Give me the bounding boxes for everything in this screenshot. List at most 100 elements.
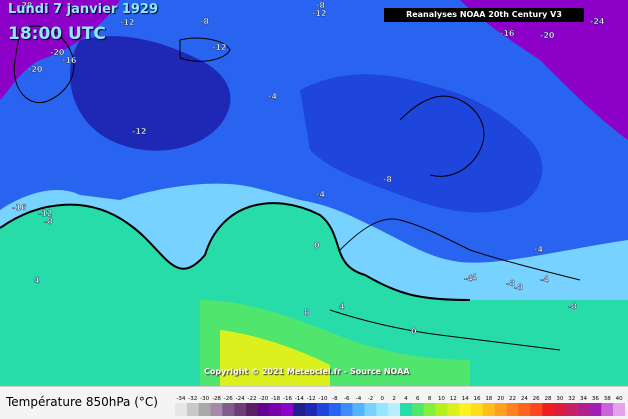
contour-label: -12 xyxy=(312,9,326,18)
scale-tick-label: 8 xyxy=(428,396,432,402)
scale-swatch xyxy=(494,403,507,416)
contour-label: -4 xyxy=(464,274,473,283)
scale-tick-label: -6 xyxy=(344,396,350,402)
zone-warm-south xyxy=(0,203,628,386)
zone-frigid-arctic xyxy=(0,0,120,100)
scale-swatch xyxy=(175,403,188,416)
scale-tick-label: -30 xyxy=(200,396,209,402)
scale-tick-label: 20 xyxy=(497,396,504,402)
contour-label: -4 xyxy=(268,92,277,101)
scale-swatch xyxy=(340,403,353,416)
contour-label: -20 xyxy=(540,31,555,40)
scale-swatch xyxy=(352,403,365,416)
scale-tick-label: 10 xyxy=(438,396,445,402)
contour-label: -12 xyxy=(120,18,134,27)
contour-label: -16 xyxy=(12,203,27,212)
scale-swatch xyxy=(423,403,436,416)
contour-label: -20 xyxy=(50,48,65,57)
scale-swatch xyxy=(482,403,495,416)
contour-label: -8 xyxy=(44,217,53,226)
scale-swatch xyxy=(553,403,566,416)
scale-tick-label: 32 xyxy=(568,396,575,402)
scale-swatch xyxy=(222,403,235,416)
scale-tick-label: 30 xyxy=(556,396,563,402)
contour-label: 8 xyxy=(304,308,310,317)
contour-label: -28 xyxy=(18,1,33,10)
scale-tick-label: -12 xyxy=(307,396,316,402)
scale-tick-label: -8 xyxy=(332,396,338,402)
contour-label: -16 xyxy=(500,29,515,38)
scale-swatch xyxy=(613,403,625,416)
scale-tick-label: 6 xyxy=(416,396,420,402)
scale-swatch xyxy=(198,403,211,416)
map-date: Lundi 7 janvier 1929 xyxy=(8,2,159,17)
scale-tick-label: 18 xyxy=(485,396,492,402)
scale-tick-label: 12 xyxy=(450,396,457,402)
scale-tick-label: 24 xyxy=(521,396,528,402)
scale-swatch xyxy=(542,403,555,416)
contour-label: -4 xyxy=(540,275,549,284)
contour-label: -24 xyxy=(590,17,605,26)
scale-tick-label: -34 xyxy=(176,396,185,402)
contour-label: -8 xyxy=(383,175,392,184)
scale-swatch xyxy=(589,403,602,416)
scale-swatch xyxy=(186,403,199,416)
zone-frigid-east xyxy=(460,0,628,140)
scale-tick-label: 26 xyxy=(533,396,540,402)
contour-label: -8 xyxy=(200,17,209,26)
zone-sahara xyxy=(220,330,330,386)
zone-very-cold-north xyxy=(70,36,231,151)
scale-swatch xyxy=(411,403,424,416)
scale-swatch xyxy=(246,403,259,416)
coastline-iceland xyxy=(179,37,231,62)
scale-swatch xyxy=(518,403,531,416)
coastline-africa xyxy=(329,309,561,351)
scale-tick-label: -24 xyxy=(236,396,245,402)
scale-tick-label: -10 xyxy=(319,396,328,402)
scale-tick-label: -16 xyxy=(283,396,292,402)
scale-swatch xyxy=(565,403,578,416)
contour-label: -16 xyxy=(62,56,77,65)
scale-swatch xyxy=(328,403,341,416)
scale-tick-label: 14 xyxy=(462,396,469,402)
scale-tick-label: 38 xyxy=(604,396,611,402)
scale-tick-label: 40 xyxy=(616,396,623,402)
legend-title: Température 850hPa (°C) xyxy=(6,395,158,409)
scale-swatch xyxy=(305,403,318,416)
temperature-map: -20-12-28-16-20-8-12-8-16-20-24-12-4-12-… xyxy=(0,0,628,386)
scale-swatch xyxy=(234,403,247,416)
contour-label: -12 xyxy=(38,209,52,218)
scale-swatch xyxy=(471,403,484,416)
contour-label: -4 xyxy=(468,273,477,282)
scale-swatch xyxy=(257,403,270,416)
contour-label: 4 xyxy=(339,302,345,311)
scale-tick-label: -22 xyxy=(247,396,256,402)
scale-tick-label: -26 xyxy=(224,396,233,402)
scale-swatch xyxy=(506,403,519,416)
scale-tick-label: 22 xyxy=(509,396,516,402)
scale-tick-label: 16 xyxy=(473,396,480,402)
scale-tick-label: -4 xyxy=(356,396,362,402)
scale-swatch xyxy=(293,403,306,416)
contour-label: -8 xyxy=(506,279,515,288)
contour-label: -8 xyxy=(316,1,325,10)
scale-tick-label: -14 xyxy=(295,396,304,402)
scale-swatch xyxy=(577,403,590,416)
scale-swatch xyxy=(281,403,294,416)
scale-tick-label: 28 xyxy=(545,396,552,402)
scale-tick-label: -2 xyxy=(368,396,373,402)
scale-tick-label: -18 xyxy=(271,396,280,402)
contour-label: -8 xyxy=(514,283,523,292)
legend-bar: Température 850hPa (°C) -34 -32 -30 -28 -26-… xyxy=(0,386,628,419)
zone-mild-atlantic xyxy=(0,183,628,300)
contour-label: 4 xyxy=(34,276,40,285)
scale-swatch xyxy=(376,403,389,416)
scale-swatch xyxy=(269,403,282,416)
coastline-scandinavia xyxy=(399,95,485,177)
temperature-scale: -34 -32 -30 -28 -26 -24 -22 -20 -18 -16 -14 -12 -10-… xyxy=(175,396,625,416)
contour-label: 0 xyxy=(314,241,320,250)
scale-swatch xyxy=(447,403,460,416)
coastline-europe xyxy=(339,218,581,281)
contour-label: -12 xyxy=(212,43,226,52)
scale-swatch xyxy=(317,403,330,416)
